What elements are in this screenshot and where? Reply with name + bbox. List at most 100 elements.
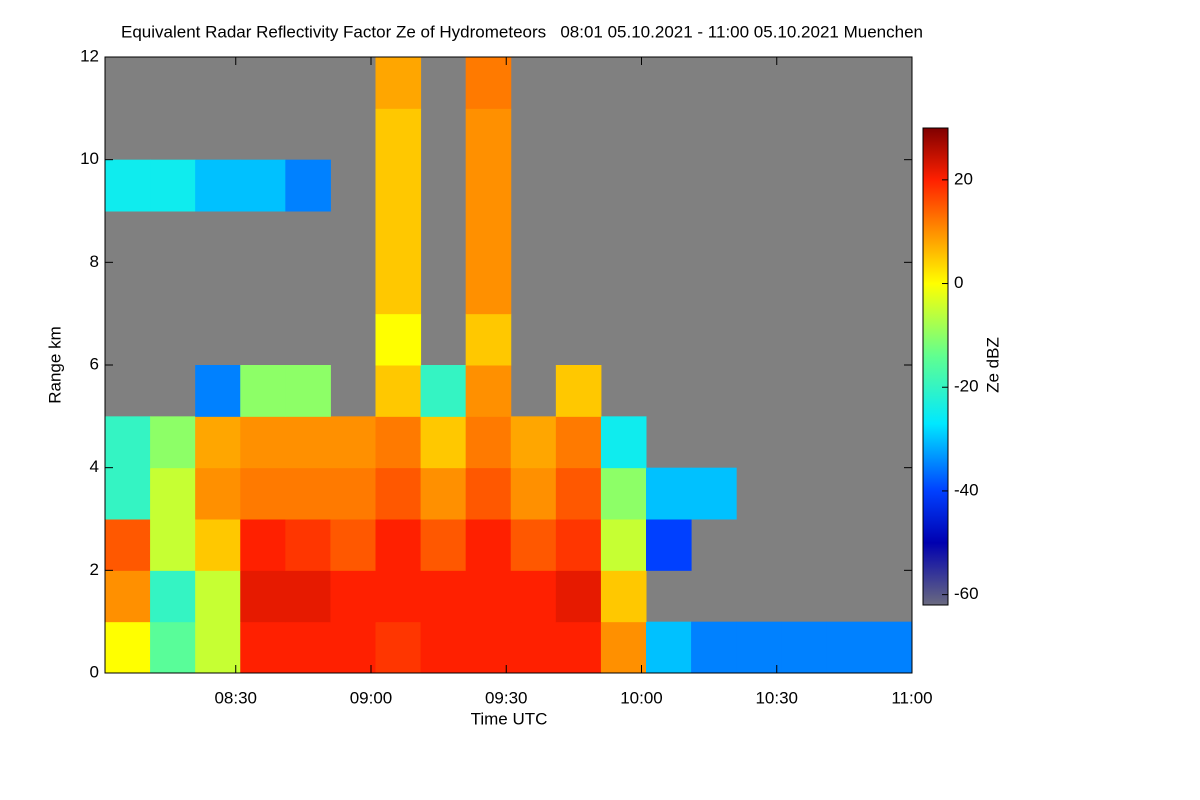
heatmap-cell <box>510 519 557 571</box>
heatmap-cell <box>150 416 196 469</box>
heatmap-cell <box>150 519 196 571</box>
y-tick-label: 2 <box>90 560 99 579</box>
heatmap-cell <box>420 416 467 469</box>
heatmap-cell <box>600 467 647 520</box>
y-tick-label: 8 <box>90 252 99 271</box>
heatmap-cell <box>375 416 422 469</box>
heatmap-cell <box>375 159 422 212</box>
heatmap-cell <box>646 467 692 520</box>
heatmap-cell <box>465 416 512 469</box>
heatmap-cell <box>510 621 557 673</box>
heatmap-cell <box>240 519 286 571</box>
y-tick-label: 6 <box>90 354 99 373</box>
heatmap-cell <box>420 467 467 520</box>
heatmap-cell <box>375 313 422 366</box>
heatmap-cell <box>195 570 241 623</box>
colorbar-tick-label: 20 <box>954 169 973 188</box>
x-axis-label: Time UTC <box>471 709 548 728</box>
heatmap-cell <box>105 570 151 623</box>
heatmap-cell <box>240 416 286 469</box>
x-tick-label: 10:00 <box>620 688 663 707</box>
heatmap-cell <box>646 519 692 571</box>
heatmap-cell <box>465 621 512 673</box>
heatmap-cell <box>826 621 872 673</box>
heatmap-cell <box>375 570 422 623</box>
heatmap-cell <box>195 416 241 469</box>
chart-title: Equivalent Radar Reflectivity Factor Ze … <box>121 22 923 41</box>
colorbar-tick-label: -20 <box>954 377 979 396</box>
heatmap-cell <box>330 467 377 520</box>
heatmap-cell <box>150 467 196 520</box>
heatmap-cell <box>420 621 467 673</box>
heatmap-cell <box>240 467 286 520</box>
heatmap-cell <box>600 621 647 673</box>
x-tick-label: 09:00 <box>350 688 393 707</box>
heatmap-cell <box>555 467 602 520</box>
y-tick-label: 12 <box>80 46 99 65</box>
heatmap-cell <box>781 621 827 673</box>
heatmap-cell <box>195 519 241 571</box>
heatmap-cell <box>555 365 602 417</box>
heatmap-cell <box>375 57 422 109</box>
heatmap-cell <box>105 416 151 469</box>
heatmap-cell <box>465 262 512 315</box>
heatmap-cell <box>150 159 196 212</box>
heatmap-cell <box>375 519 422 571</box>
x-tick-label: 11:00 <box>891 688 932 707</box>
heatmap-cell <box>195 365 241 417</box>
heatmap-cell <box>285 159 331 212</box>
heatmap-cell <box>105 159 151 212</box>
heatmap-cell <box>240 365 286 417</box>
heatmap-cell <box>105 519 151 571</box>
heatmap-cell <box>600 519 647 571</box>
heatmap-cell <box>465 570 512 623</box>
heatmap-cell <box>420 570 467 623</box>
heatmap-cell <box>646 621 692 673</box>
heatmap-cell <box>691 467 737 520</box>
heatmap-cell <box>375 262 422 315</box>
heatmap-cell <box>555 570 602 623</box>
heatmap-cell <box>240 570 286 623</box>
heatmap-cell <box>465 365 512 417</box>
heatmap-cell <box>330 570 377 623</box>
colorbar-tick-label: -40 <box>954 480 979 499</box>
heatmap-cell <box>285 519 331 571</box>
heatmap-cell <box>736 621 782 673</box>
heatmap-cell <box>195 621 241 673</box>
heatmap-cell <box>465 313 512 366</box>
heatmap-cell <box>375 365 422 417</box>
heatmap-cell <box>600 570 647 623</box>
heatmap-cell <box>330 621 377 673</box>
heatmap-cell <box>465 519 512 571</box>
heatmap-cell <box>195 467 241 520</box>
heatmap-cell <box>285 365 331 417</box>
heatmap-cell <box>465 467 512 520</box>
heatmap-cell <box>330 416 377 469</box>
heatmap-cell <box>600 416 647 469</box>
heatmap-cell <box>465 57 512 109</box>
heatmap-cell <box>375 108 422 161</box>
heatmap-cell <box>285 621 331 673</box>
heatmap-cell <box>375 621 422 673</box>
heatmap-cell <box>465 159 512 212</box>
heatmap-cell <box>465 108 512 161</box>
y-tick-label: 0 <box>90 662 99 681</box>
colorbar-tick-label: 0 <box>954 273 963 292</box>
heatmap-cell <box>285 467 331 520</box>
heatmap-cell <box>691 621 737 673</box>
heatmap-cell <box>105 467 151 520</box>
heatmap-cell <box>555 519 602 571</box>
x-tick-label: 10:30 <box>755 688 798 707</box>
heatmap-cell <box>375 467 422 520</box>
y-tick-label: 4 <box>90 457 99 476</box>
heatmap-cell <box>420 519 467 571</box>
heatmap-cell <box>510 570 557 623</box>
heatmap-cell <box>330 519 377 571</box>
heatmap-cell <box>240 159 286 212</box>
colorbar <box>922 127 949 606</box>
heatmap-cell <box>871 621 912 673</box>
cells <box>105 57 912 673</box>
colorbar-label: Ze dBZ <box>983 337 1002 393</box>
heatmap-cell <box>555 621 602 673</box>
